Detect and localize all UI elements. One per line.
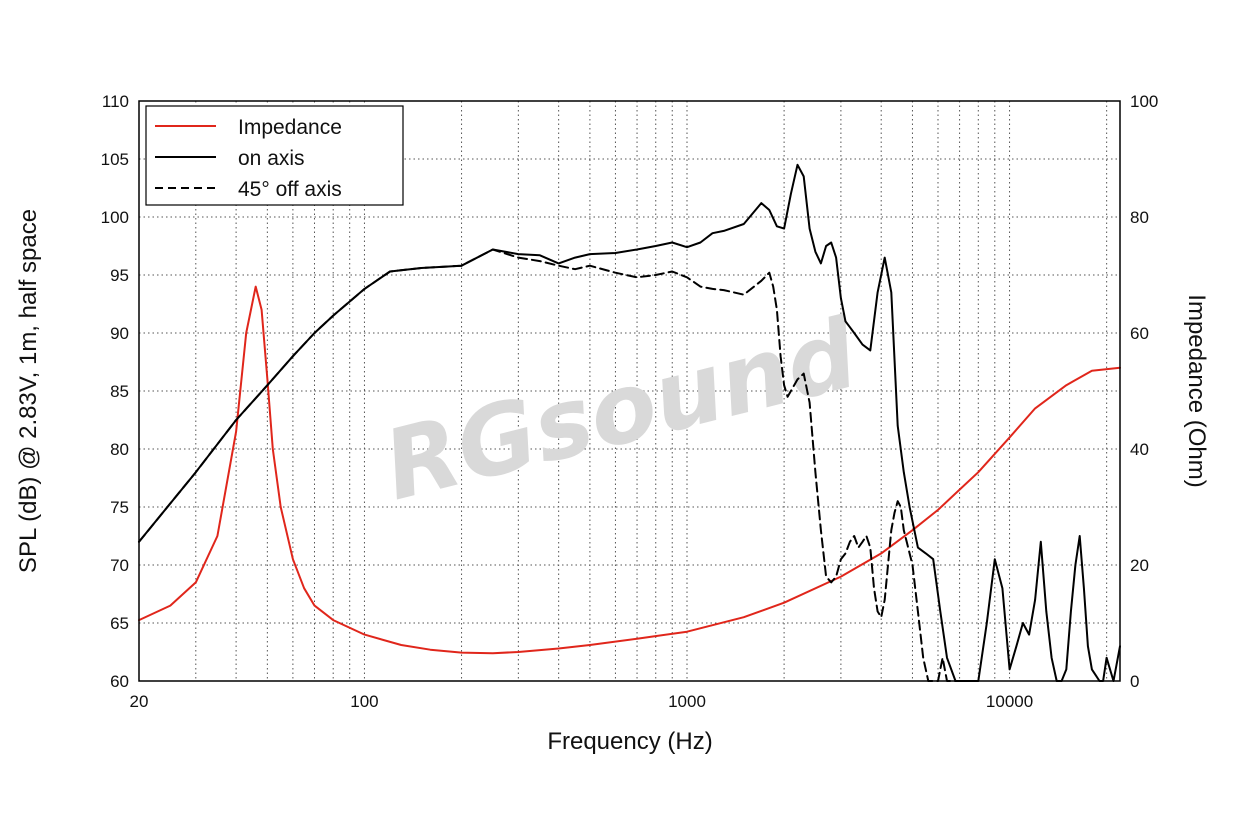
legend-label: on axis xyxy=(238,147,305,170)
watermark-text: RGsound xyxy=(373,297,868,522)
legend-label: Impedance xyxy=(238,116,342,139)
x-tick-label: 1000 xyxy=(668,692,706,711)
y-tick-label: 105 xyxy=(101,150,129,169)
y2-axis-title: Impedance (Ohm) xyxy=(1183,294,1210,487)
y-tick-label: 80 xyxy=(110,440,129,459)
x-tick-label: 10000 xyxy=(986,692,1033,711)
series-line-2 xyxy=(138,248,961,682)
y2-tick-label: 0 xyxy=(1130,672,1139,691)
x-tick-label: 100 xyxy=(350,692,378,711)
series-lines xyxy=(138,163,1121,682)
y2-tick-label: 40 xyxy=(1130,440,1149,459)
y-axis-title: SPL (dB) @ 2.83V, 1m, half space xyxy=(15,209,42,573)
y-tick-label: 70 xyxy=(110,556,129,575)
y-tick-label: 90 xyxy=(110,324,129,343)
y2-tick-label: 20 xyxy=(1130,556,1149,575)
y-tick-label: 60 xyxy=(110,672,129,691)
y-tick-label: 95 xyxy=(110,266,129,285)
y2-tick-label: 80 xyxy=(1130,208,1149,227)
y2-tick-label: 100 xyxy=(1130,92,1158,111)
y-tick-label: 110 xyxy=(102,92,129,111)
x-tick-label: 20 xyxy=(130,692,149,711)
series-line-0 xyxy=(138,285,1121,655)
y-tick-label: 85 xyxy=(110,382,129,401)
y2-tick-label: 60 xyxy=(1130,324,1149,343)
plot-frame xyxy=(138,100,1121,682)
x-axis-title: Frequency (Hz) xyxy=(547,728,712,755)
y-tick-label: 100 xyxy=(101,208,129,227)
legend: Impedance on axis 45° off axis xyxy=(145,105,404,206)
y-tick-label: 65 xyxy=(110,614,129,633)
y-tick-label: 75 xyxy=(110,498,129,517)
tick-labels: 20 100 1000 10000 60 65 70 75 80 85 90 95 100 105 110 0… xyxy=(101,92,1159,711)
series-line-1 xyxy=(138,163,1121,682)
legend-label: 45° off axis xyxy=(238,178,342,201)
